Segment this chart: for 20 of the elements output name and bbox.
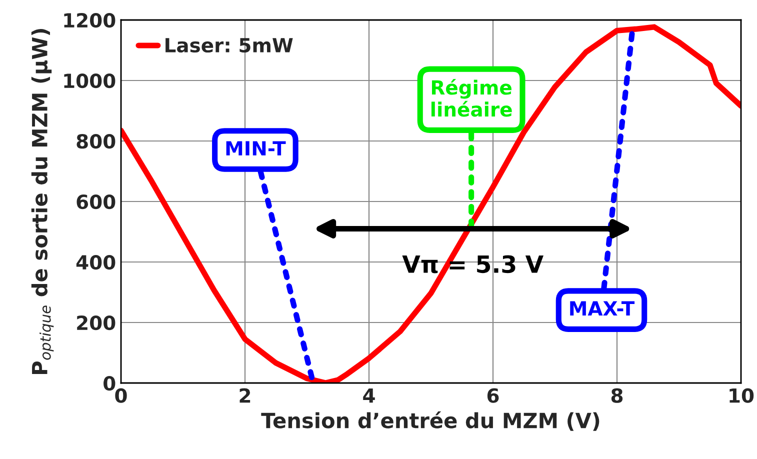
legend-label: Laser: 5mW bbox=[166, 38, 293, 53]
x-tick-label: 0 bbox=[115, 388, 127, 403]
y-tick-label: 200 bbox=[77, 315, 116, 330]
y-tick-label: 1200 bbox=[64, 12, 116, 28]
y-tick-label: 800 bbox=[76, 134, 116, 149]
annotation: MIN-T bbox=[226, 141, 286, 156]
x-tick-label: 4 bbox=[363, 388, 375, 403]
y-tick-label: 600 bbox=[76, 194, 116, 210]
y-tick-label: 400 bbox=[76, 254, 116, 270]
x-tick-label: 8 bbox=[611, 388, 623, 403]
annotation: MAX-T bbox=[570, 301, 635, 316]
y-tick-label: 1000 bbox=[64, 73, 116, 88]
x-tick-label: 10 bbox=[730, 388, 754, 403]
y-tick-label: 0 bbox=[104, 376, 116, 391]
annotation: Vπ = 5.3 V bbox=[402, 255, 544, 274]
x-tick-label: 2 bbox=[240, 388, 250, 403]
x-tick-label: 6 bbox=[487, 388, 499, 403]
y-axis-title: P$_{optique}$ de sortie du MZM (µW) bbox=[31, 29, 54, 374]
x-axis-title: Tension d’entrée du MZM (V) bbox=[261, 411, 600, 431]
annotation: Régime linéaire bbox=[431, 78, 512, 117]
